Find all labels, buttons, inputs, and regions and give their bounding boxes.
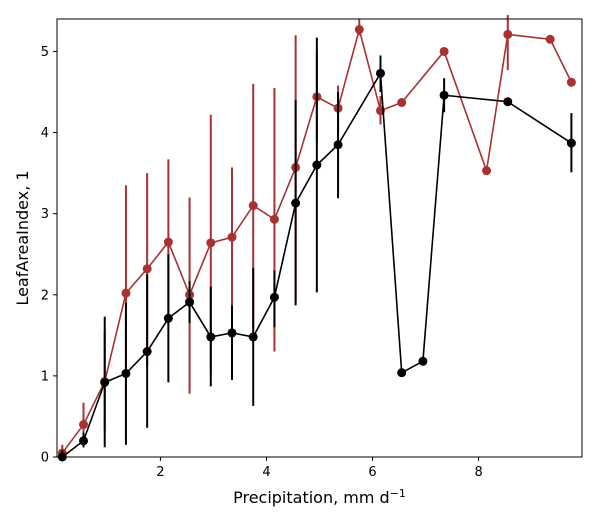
x-tick-label-3: 8 — [474, 465, 482, 480]
series-0-point-21 — [566, 77, 576, 87]
x-tick-label-2: 6 — [368, 465, 376, 480]
series-1-point-6 — [185, 297, 195, 307]
series-0-point-18 — [482, 166, 492, 176]
series-1-point-15 — [397, 368, 407, 378]
series-0-point-17 — [439, 46, 449, 56]
series-1-point-14 — [375, 68, 385, 78]
series-1-point-19 — [566, 138, 576, 148]
ticks-layer: 2 4 6 8 0 1 2 3 4 5 — [41, 45, 483, 480]
series-0-line — [61, 28, 573, 454]
series-1-point-2 — [100, 377, 110, 387]
series-1 — [57, 37, 576, 462]
series-0-point-20 — [545, 34, 555, 44]
series-0-point-8 — [227, 232, 237, 242]
x-axis-label-main: Precipitation, mm d — [233, 488, 390, 507]
x-tick-label-0: 2 — [156, 465, 164, 480]
series-1-point-3 — [121, 368, 131, 378]
series-1-point-12 — [312, 160, 322, 170]
series-0-point-19 — [503, 29, 513, 39]
y-axis-label: LeafAreaIndex, 1 — [13, 170, 32, 305]
plot-frame — [56, 18, 583, 458]
series-1-point-9 — [248, 332, 258, 342]
series-1-point-8 — [227, 328, 237, 338]
series-0-point-14 — [354, 25, 364, 35]
series-0-point-5 — [163, 237, 173, 247]
x-axis-label: Precipitation, mm d−1 — [233, 487, 406, 507]
x-tick-label-1: 4 — [262, 465, 270, 480]
y-tick-label-3: 3 — [41, 207, 49, 222]
series-0-point-10 — [269, 214, 279, 224]
series-0-point-9 — [248, 201, 258, 211]
series-1-point-17 — [439, 90, 449, 100]
y-tick-label-5: 5 — [41, 45, 49, 60]
series-1-point-1 — [79, 436, 89, 446]
x-axis-label-superscript: −1 — [390, 487, 406, 500]
series-1-point-5 — [163, 313, 173, 323]
series-1-point-16 — [418, 356, 428, 366]
series-1-point-13 — [333, 140, 343, 150]
series-1-point-18 — [503, 97, 513, 107]
series-layer — [57, 14, 576, 462]
y-tick-label-0: 0 — [41, 451, 49, 466]
y-tick-label-4: 4 — [41, 126, 49, 141]
series-0-point-7 — [206, 238, 216, 248]
y-tick-label-1: 1 — [41, 369, 49, 384]
series-1-point-4 — [142, 347, 152, 357]
y-tick-label-2: 2 — [41, 288, 49, 303]
series-0-point-4 — [142, 264, 152, 274]
series-1-point-10 — [269, 292, 279, 302]
series-0-point-1 — [79, 420, 89, 430]
series-1-point-7 — [206, 332, 216, 342]
series-1-point-11 — [291, 198, 301, 208]
series-0-point-3 — [121, 288, 131, 298]
series-0-point-16 — [397, 98, 407, 108]
